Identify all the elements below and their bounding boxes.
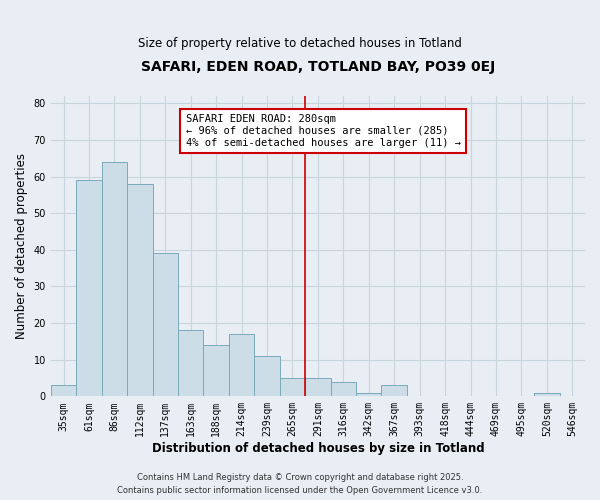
Bar (203, 345, 229, 397)
Bar (101, 162, 127, 396)
Text: Contains HM Land Registry data © Crown copyright and database right 2025.
Contai: Contains HM Land Registry data © Crown c… (118, 474, 482, 495)
Text: SAFARI EDEN ROAD: 280sqm
← 96% of detached houses are smaller (285)
4% of semi-d: SAFARI EDEN ROAD: 280sqm ← 96% of detach… (185, 114, 461, 148)
Bar (76, 180, 101, 396)
Bar (178, 330, 203, 396)
Title: SAFARI, EDEN ROAD, TOTLAND BAY, PO39 0EJ: SAFARI, EDEN ROAD, TOTLAND BAY, PO39 0EJ (141, 60, 495, 74)
Bar (331, 382, 356, 396)
Bar (382, 386, 407, 396)
Bar (152, 254, 178, 396)
Bar (356, 392, 382, 396)
Bar (534, 392, 560, 396)
X-axis label: Distribution of detached houses by size in Totland: Distribution of detached houses by size … (152, 442, 484, 455)
Bar (229, 334, 254, 396)
Bar (280, 378, 305, 396)
Y-axis label: Number of detached properties: Number of detached properties (15, 153, 28, 339)
Bar (51, 386, 76, 396)
Bar (127, 184, 152, 396)
Bar (305, 378, 331, 396)
Text: Size of property relative to detached houses in Totland: Size of property relative to detached ho… (138, 38, 462, 51)
Bar (254, 356, 280, 397)
